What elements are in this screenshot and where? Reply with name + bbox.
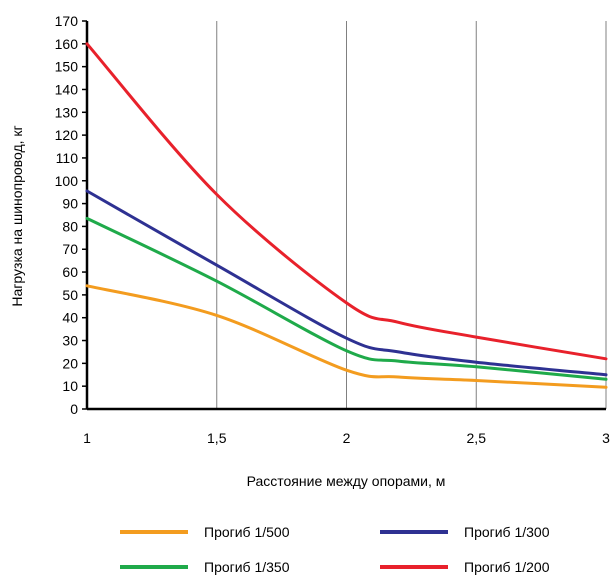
y-tick-label: 90 (62, 196, 78, 212)
y-tick-label: 20 (62, 355, 78, 371)
x-tick-label: 2 (343, 430, 351, 446)
y-tick-label: 40 (62, 310, 78, 326)
legend-label: Прогиб 1/300 (464, 524, 550, 540)
y-tick-label: 80 (62, 218, 78, 234)
y-tick-label: 30 (62, 333, 78, 349)
series-line (85, 42, 608, 361)
x-tick-label: 3 (602, 430, 610, 446)
legend-label: Прогиб 1/350 (204, 559, 290, 575)
x-tick-label: 1 (83, 430, 91, 446)
legend-label: Прогиб 1/200 (464, 559, 550, 575)
y-tick-label: 140 (55, 81, 79, 97)
y-tick-label: 0 (70, 401, 78, 417)
y-tick-label: 170 (55, 13, 79, 29)
x-tick-label: 1,5 (207, 430, 227, 446)
y-tick-label: 160 (55, 36, 79, 52)
series-line (85, 189, 608, 377)
y-axis-title: Нагрузка на шинопровод, кг (9, 125, 25, 306)
y-tick-label: 70 (62, 241, 78, 257)
x-tick-label: 2,5 (467, 430, 487, 446)
x-tick-labels: 1 1,5 2 2,5 3 (83, 430, 610, 446)
series-line (85, 284, 608, 389)
y-tick-label: 110 (56, 150, 79, 166)
y-tick-label: 50 (62, 287, 78, 303)
y-tick-label: 100 (55, 173, 79, 189)
y-tick-labels: 0 10 20 30 40 50 60 70 80 90 100 110 120 130 140 150 160… (55, 13, 79, 417)
series-line (85, 216, 608, 381)
legend: Прогиб 1/500 Прогиб 1/300 Прогиб 1/350 Прог… (120, 524, 550, 575)
y-tick-label: 150 (55, 59, 79, 75)
y-tick-label: 60 (62, 264, 78, 280)
legend-label: Прогиб 1/500 (204, 524, 290, 540)
y-tick-label: 130 (55, 104, 79, 120)
y-tick-label: 120 (55, 127, 79, 143)
grid-lines (216, 21, 607, 409)
x-axis-title: Расстояние между опорами, м (247, 473, 446, 489)
y-tick-label: 10 (62, 378, 78, 394)
series-group (85, 42, 608, 389)
